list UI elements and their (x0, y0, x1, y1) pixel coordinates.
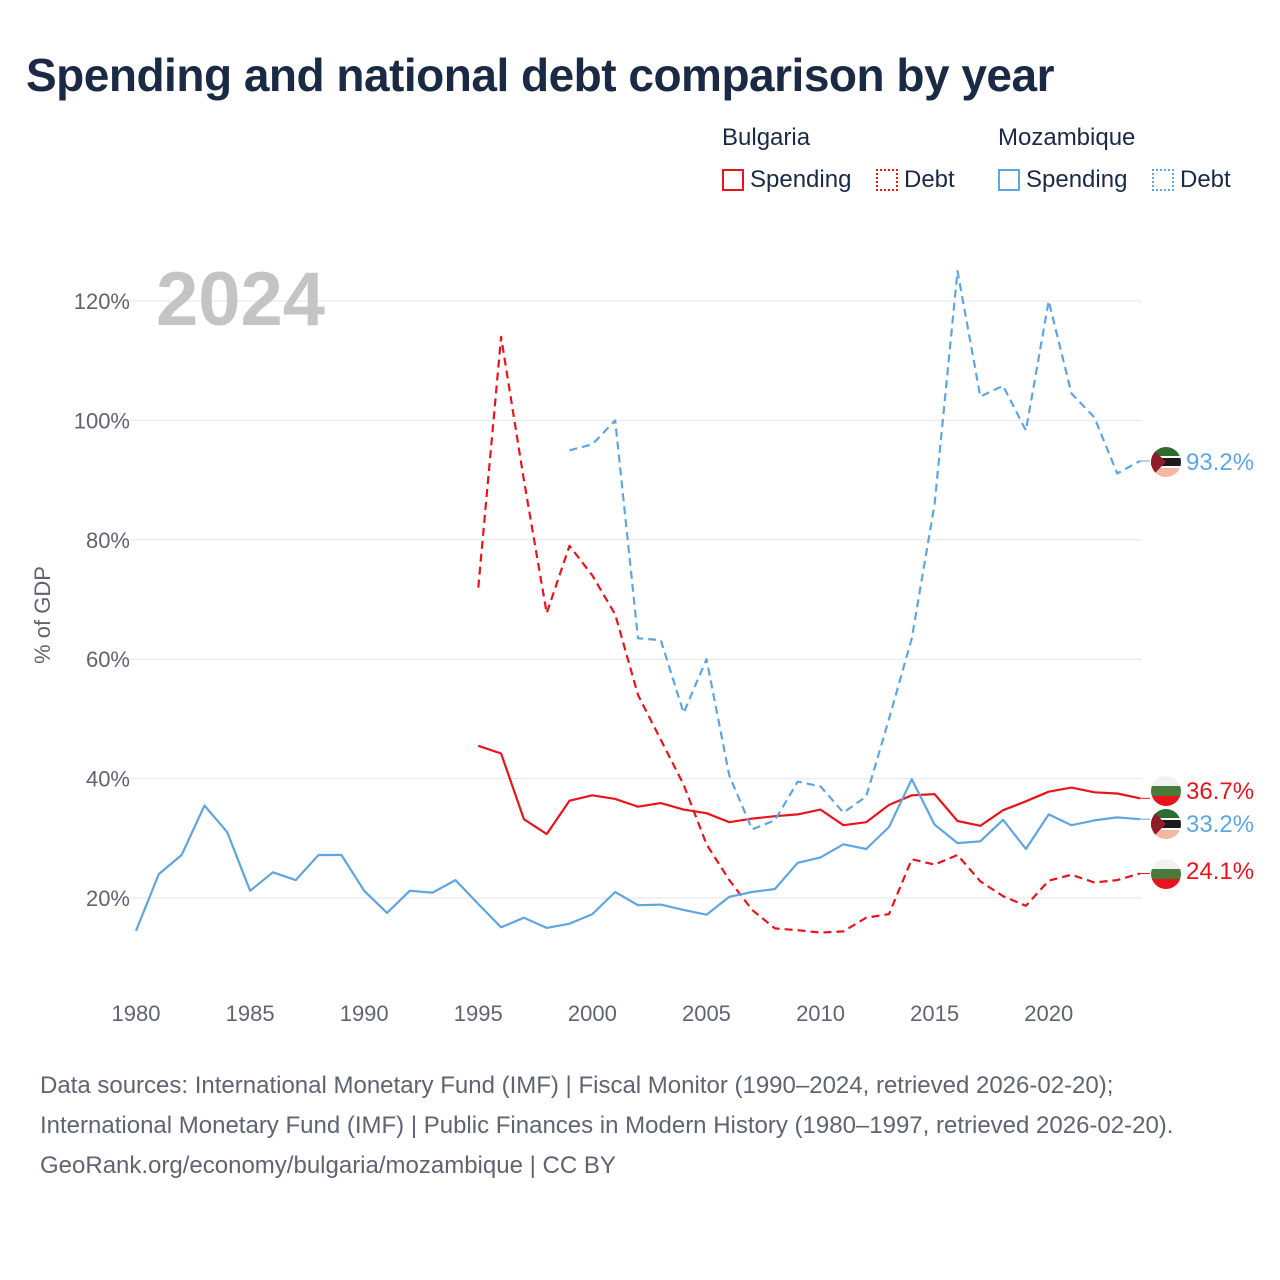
y-axis-ticks: 20% 40% 60% 80% 100% 120% (74, 289, 130, 911)
legend-label: Debt (1180, 166, 1231, 193)
legend-group-mozambique: Mozambique (998, 124, 1136, 151)
end-label-mozambique-debt: 93.2% (1186, 449, 1254, 476)
legend-swatch-mozambique-spending (998, 169, 1020, 191)
footer: Data sources: International Monetary Fun… (40, 1066, 1240, 1186)
data-sources: Data sources: International Monetary Fun… (40, 1072, 1174, 1139)
x-tick-label: 1980 (112, 1001, 161, 1026)
gridlines (130, 300, 1142, 899)
legend-swatch-mozambique-debt (1152, 169, 1174, 191)
bulgaria-flag-icon (1151, 859, 1181, 889)
legend-bulgaria-debt[interactable]: Debt (876, 166, 955, 194)
mozambique-flag-icon (1151, 447, 1181, 477)
year-watermark: 2024 (156, 257, 325, 342)
chart-title: Spending and national debt comparison by… (26, 49, 1055, 101)
y-tick-label: 20% (86, 886, 130, 911)
x-tick-label: 2010 (796, 1001, 845, 1026)
credit-link[interactable]: GeoRank.org/economy/bulgaria/mozambique … (40, 1152, 616, 1179)
end-label-bulgaria-spending: 36.7% (1186, 778, 1254, 805)
bulgaria-flag-icon (1151, 776, 1181, 806)
legend-swatch-bulgaria-debt (876, 169, 898, 191)
x-tick-label: 2015 (910, 1001, 959, 1026)
x-tick-label: 2005 (682, 1001, 731, 1026)
legend-label: Debt (904, 166, 955, 193)
legend-label: Spending (1026, 166, 1128, 193)
x-tick-label: 1990 (340, 1001, 389, 1026)
series-line-bulgaria-debt[interactable] (477, 335, 1141, 934)
mozambique-flag-icon (1151, 809, 1181, 839)
y-axis-label: % of GDP (30, 566, 55, 664)
end-label-mozambique-spending: 33.2% (1186, 811, 1254, 838)
y-tick-label: 80% (86, 528, 130, 553)
series-lines (134, 270, 1150, 934)
series-line-mozambique-debt[interactable] (569, 270, 1141, 831)
series-line-bulgaria-spending[interactable] (477, 744, 1141, 836)
legend-bulgaria-spending[interactable]: Spending (722, 166, 851, 194)
x-tick-label: 1985 (226, 1001, 275, 1026)
y-tick-label: 100% (74, 408, 130, 433)
legend-swatch-bulgaria-spending (722, 169, 744, 191)
line-chart: 2024 20%40%60%80%100%120% 1980 1985 1990 19… (30, 257, 1254, 1026)
x-axis-ticks: 1980 1985 1990 1995 2000 2005 2010 2015 2020 (112, 1001, 1074, 1026)
series-line-mozambique-spending[interactable] (134, 778, 1141, 932)
x-tick-label: 2000 (568, 1001, 617, 1026)
y-tick-label: 60% (86, 647, 130, 672)
y-tick-label: 40% (86, 767, 130, 792)
legend-mozambique-debt[interactable]: Debt (1152, 166, 1231, 194)
legend-group-bulgaria: Bulgaria (722, 124, 811, 151)
end-markers (1151, 447, 1181, 889)
legend-label: Spending (750, 166, 852, 193)
x-tick-label: 2020 (1024, 1001, 1073, 1026)
legend-mozambique-spending[interactable]: Spending (998, 166, 1127, 194)
y-tick-label: 120% (74, 289, 130, 314)
end-label-bulgaria-debt: 24.1% (1186, 858, 1254, 885)
x-tick-label: 1995 (454, 1001, 503, 1026)
